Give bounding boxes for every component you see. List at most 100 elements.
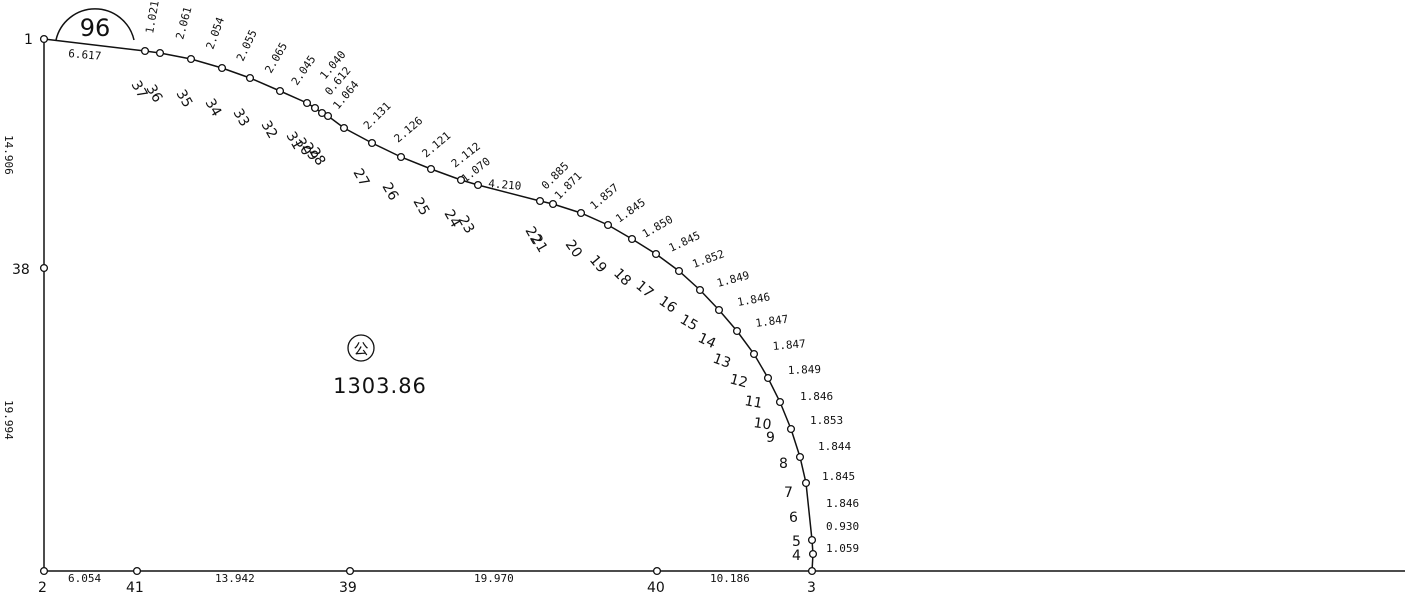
distance-d14-13: 1.846 [736, 290, 771, 309]
distance-d1-38: 14.906 [2, 135, 15, 175]
point-label-16: 16 [656, 293, 680, 316]
distance-d20-19: 1.857 [588, 181, 622, 212]
distance-d27-26: 2.126 [392, 114, 426, 145]
survey-point-33 [245, 73, 255, 83]
point-label-19: 19 [586, 252, 610, 276]
distance-d1-37: 6.617 [68, 47, 102, 63]
distance-d34-33: 2.055 [234, 28, 260, 64]
distance-d4-3: 1.059 [826, 542, 859, 555]
distance-d2-41: 6.054 [68, 572, 101, 585]
boundary-lines [43, 38, 1405, 572]
point-label-6: 6 [789, 510, 798, 526]
distance-d36-35: 2.061 [173, 5, 194, 40]
survey-point-5 [807, 535, 817, 545]
distance-d5-4: 0.930 [826, 520, 859, 533]
survey-point-39 [345, 566, 355, 576]
point-label-11: 11 [743, 393, 763, 412]
survey-point-31 [302, 98, 312, 108]
point-label-36: 36 [143, 82, 166, 106]
point-label-1: 1 [24, 32, 33, 48]
survey-point-4 [808, 549, 818, 559]
survey-point-23 [456, 175, 466, 185]
point-label-2: 2 [38, 580, 47, 596]
distance-d16-15: 1.852 [691, 247, 727, 271]
point-label-32: 32 [258, 118, 281, 141]
point-label-35: 35 [173, 87, 196, 110]
survey-point-30 [310, 103, 320, 113]
distance-d23-22: 4.210 [488, 177, 522, 193]
distance-d35-34: 2.054 [204, 15, 228, 51]
point-label-40: 40 [647, 580, 665, 596]
distance-d15-14: 1.849 [715, 269, 750, 290]
point-label-8: 8 [779, 456, 788, 472]
distance-d6-5: 1.846 [826, 497, 859, 510]
survey-point-10 [763, 373, 773, 383]
distance-d8-7: 1.844 [818, 440, 851, 453]
distance-d38-2: 19.994 [2, 400, 15, 440]
distance-d40-3: 10.186 [710, 572, 750, 585]
survey-point-12 [732, 326, 742, 336]
distance-d26-25: 2.121 [420, 129, 454, 160]
point-label-23: 23 [455, 213, 478, 236]
point-label-15: 15 [677, 312, 700, 335]
point-label-28: 28 [306, 145, 329, 168]
survey-point-16 [651, 249, 661, 259]
distance-d39-40: 19.970 [474, 572, 514, 585]
survey-points [39, 34, 818, 576]
point-label-9: 9 [766, 430, 775, 446]
arc-boundary [43, 38, 814, 572]
point-label-30: 30 [292, 135, 315, 158]
survey-point-26 [367, 138, 377, 148]
distance-d9-8: 1.853 [810, 414, 843, 427]
survey-point-18 [603, 220, 613, 230]
point-label-31: 31 [283, 129, 306, 152]
survey-point-3 [807, 566, 817, 576]
area-mark: 公 [353, 340, 368, 358]
survey-point-38 [39, 263, 49, 273]
survey-point-2 [39, 566, 49, 576]
distance-d19-18: 1.845 [613, 196, 648, 226]
survey-point-37 [140, 46, 150, 56]
survey-point-19 [576, 208, 586, 218]
survey-point-20 [548, 199, 558, 209]
survey-point-32 [275, 86, 285, 96]
survey-point-40 [652, 566, 662, 576]
survey-point-17 [627, 234, 637, 244]
survey-point-28 [323, 111, 333, 121]
point-label-17: 17 [632, 278, 656, 302]
point-label-18: 18 [610, 266, 634, 290]
survey-point-8 [786, 424, 796, 434]
survey-point-15 [674, 266, 684, 276]
distance-d13-12: 1.847 [755, 312, 790, 329]
point-label-22: 22 [522, 224, 545, 247]
point-label-29: 29 [299, 140, 322, 163]
point-labels: 12 34567891011121314151617181920212223242… [12, 32, 816, 596]
parcel-area: 1303.86 [333, 374, 427, 398]
survey-point-6 [801, 478, 811, 488]
point-label-27: 27 [350, 166, 373, 189]
point-label-21: 21 [528, 232, 551, 255]
point-label-5: 5 [792, 534, 801, 550]
survey-point-34 [217, 63, 227, 73]
point-label-12: 12 [728, 371, 749, 391]
point-label-10: 10 [752, 415, 772, 433]
lot-number: 96 [80, 14, 111, 42]
survey-point-9 [775, 397, 785, 407]
area-mark-circle [347, 334, 375, 362]
survey-point-25 [396, 152, 406, 162]
distance-d18-17: 1.850 [640, 213, 675, 241]
point-label-34: 34 [202, 96, 225, 120]
distance-d33-32: 2.065 [262, 40, 290, 75]
point-label-26: 26 [379, 180, 402, 204]
survey-point-1 [39, 34, 49, 44]
point-label-33: 33 [230, 106, 253, 129]
survey-point-24 [426, 164, 436, 174]
survey-point-22 [473, 180, 483, 190]
point-label-14: 14 [695, 330, 718, 352]
point-label-25: 25 [410, 195, 433, 218]
distance-d11-10: 1.849 [788, 363, 822, 377]
point-label-41: 41 [126, 580, 144, 596]
distance-d41-39: 13.942 [215, 572, 255, 585]
point-label-38: 38 [12, 262, 30, 278]
